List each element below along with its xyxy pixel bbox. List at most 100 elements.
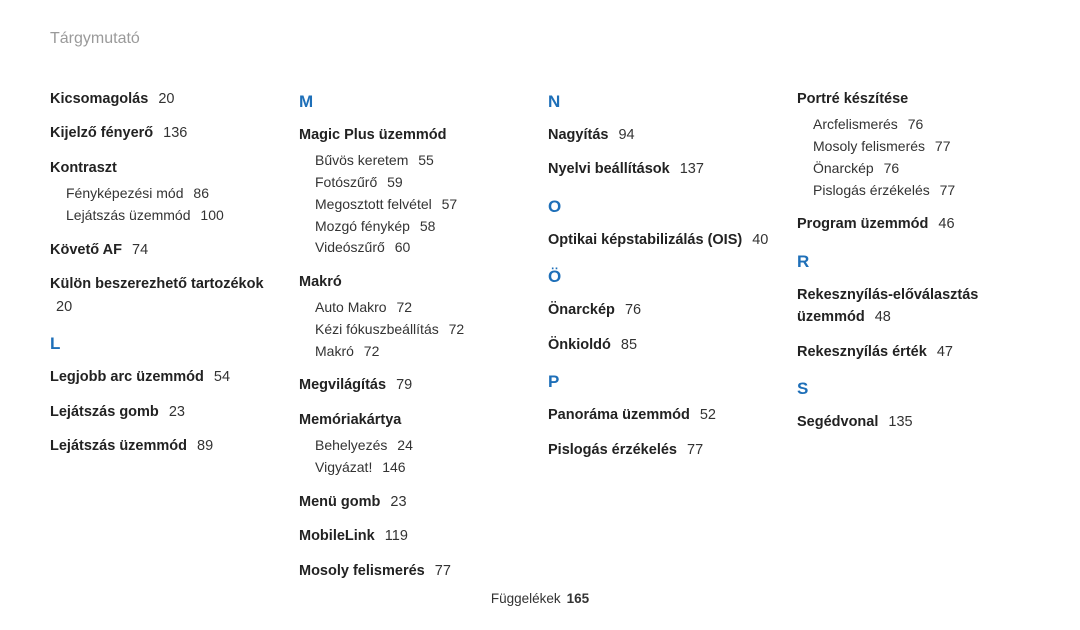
entry-label: Külön beszerezhető tartozékok bbox=[50, 276, 264, 292]
entry-page[interactable]: 46 bbox=[938, 216, 954, 232]
index-entry: Program üzemmód 46 bbox=[797, 213, 1022, 235]
sub-entry: Kézi fókuszbeállítás 72 bbox=[315, 319, 524, 341]
entry-label: Lejátszás üzemmód bbox=[50, 438, 187, 454]
sub-page[interactable]: 58 bbox=[420, 218, 436, 234]
index-entry: Kicsomagolás 20 bbox=[50, 88, 275, 110]
entry-page[interactable]: 52 bbox=[700, 407, 716, 423]
sub-entry: Pislogás érzékelés 77 bbox=[813, 180, 1022, 202]
index-entry: Nagyítás 94 bbox=[548, 124, 773, 146]
entry-label: Önkioldó bbox=[548, 337, 611, 353]
sub-page[interactable]: 86 bbox=[193, 185, 209, 201]
sub-page[interactable]: 76 bbox=[908, 116, 924, 132]
sub-page[interactable]: 24 bbox=[397, 437, 413, 453]
entry-page[interactable]: 94 bbox=[618, 127, 634, 143]
entry-label: MobileLink bbox=[299, 528, 375, 544]
entry-label: Nagyítás bbox=[548, 127, 608, 143]
entry-label: Portré készítése bbox=[797, 91, 908, 107]
sub-page[interactable]: 59 bbox=[387, 174, 403, 190]
page-title: Tárgymutató bbox=[50, 30, 1030, 48]
sub-page[interactable]: 72 bbox=[364, 343, 380, 359]
sub-entry: Fotószűrő 59 bbox=[315, 172, 524, 194]
entry-page[interactable]: 20 bbox=[158, 91, 174, 107]
entry-page[interactable]: 48 bbox=[875, 309, 891, 325]
index-entry: Rekesznyílás-előválasztás üzemmód 48 bbox=[797, 284, 1022, 329]
index-entry: Segédvonal 135 bbox=[797, 411, 1022, 433]
sub-page[interactable]: 72 bbox=[396, 299, 412, 315]
sub-entry: Behelyezés 24 bbox=[315, 435, 524, 457]
entry-label: Rekesznyílás érték bbox=[797, 344, 927, 360]
entry-label: Kijelző fényerő bbox=[50, 125, 153, 141]
entry-label: Kontraszt bbox=[50, 160, 117, 176]
sub-page[interactable]: 76 bbox=[884, 160, 900, 176]
sub-page[interactable]: 77 bbox=[940, 182, 956, 198]
sub-entry: Mozgó fénykép 58 bbox=[315, 216, 524, 238]
sub-label: Mozgó fénykép bbox=[315, 218, 410, 234]
sub-page[interactable]: 57 bbox=[442, 196, 458, 212]
sub-entry: Mosoly felismerés 77 bbox=[813, 136, 1022, 158]
sub-entry: Önarckép 76 bbox=[813, 158, 1022, 180]
entry-page[interactable]: 54 bbox=[214, 369, 230, 385]
index-entry: Önkioldó 85 bbox=[548, 334, 773, 356]
index-entry: Kontraszt bbox=[50, 157, 275, 179]
index-entry: Memóriakártya bbox=[299, 409, 524, 431]
columns: Kicsomagolás 20 Kijelző fényerő 136 Kontra… bbox=[50, 76, 1030, 582]
entry-page[interactable]: 119 bbox=[385, 528, 408, 544]
entry-page[interactable]: 77 bbox=[435, 563, 451, 579]
entry-page[interactable]: 74 bbox=[132, 242, 148, 258]
sub-page[interactable]: 146 bbox=[382, 459, 405, 475]
sub-page[interactable]: 72 bbox=[449, 321, 465, 337]
sub-page[interactable]: 60 bbox=[395, 239, 411, 255]
sub-entry: Bűvös keretem 55 bbox=[315, 150, 524, 172]
footer-label: Függelékek bbox=[491, 591, 561, 606]
sub-label: Behelyezés bbox=[315, 437, 387, 453]
entry-label: Menü gomb bbox=[299, 494, 380, 510]
sub-entry: Fényképezési mód 86 bbox=[66, 183, 275, 205]
index-entry: Portré készítése bbox=[797, 88, 1022, 110]
letter-heading: Ö bbox=[548, 267, 773, 287]
entry-page[interactable]: 137 bbox=[680, 161, 704, 177]
entry-label: Panoráma üzemmód bbox=[548, 407, 690, 423]
entry-page[interactable]: 85 bbox=[621, 337, 637, 353]
sub-label: Fotószűrő bbox=[315, 174, 377, 190]
entry-label: Pislogás érzékelés bbox=[548, 442, 677, 458]
index-entry: Optikai képstabilizálás (OIS) 40 bbox=[548, 229, 773, 251]
sub-label: Bűvös keretem bbox=[315, 152, 408, 168]
entry-page[interactable]: 23 bbox=[390, 494, 406, 510]
sub-label: Pislogás érzékelés bbox=[813, 182, 930, 198]
sub-label: Fényképezési mód bbox=[66, 185, 184, 201]
index-entry: Makró bbox=[299, 271, 524, 293]
entry-page[interactable]: 89 bbox=[197, 438, 213, 454]
entry-page[interactable]: 77 bbox=[687, 442, 703, 458]
entry-page[interactable]: 79 bbox=[396, 377, 412, 393]
index-entry: Külön beszerezhető tartozékok 20 bbox=[50, 273, 275, 318]
entry-page[interactable]: 20 bbox=[56, 299, 72, 315]
entry-label: Makró bbox=[299, 274, 342, 290]
index-entry: Pislogás érzékelés 77 bbox=[548, 439, 773, 461]
sub-entry: Makró 72 bbox=[315, 341, 524, 363]
sub-page[interactable]: 100 bbox=[200, 207, 223, 223]
entry-page[interactable]: 23 bbox=[169, 404, 185, 420]
index-entry: Magic Plus üzemmód bbox=[299, 124, 524, 146]
entry-page[interactable]: 135 bbox=[888, 414, 912, 430]
sub-page[interactable]: 77 bbox=[935, 138, 951, 154]
column: Kicsomagolás 20 Kijelző fényerő 136 Kontra… bbox=[50, 76, 283, 582]
sub-label: Vigyázat! bbox=[315, 459, 372, 475]
entry-label: Megvilágítás bbox=[299, 377, 386, 393]
index-entry: Lejátszás gomb 23 bbox=[50, 401, 275, 423]
entry-label: Optikai képstabilizálás (OIS) bbox=[548, 232, 742, 248]
entry-page[interactable]: 76 bbox=[625, 302, 641, 318]
column: NNagyítás 94Nyelvi beállítások 137OOptik… bbox=[548, 76, 781, 582]
entry-page[interactable]: 136 bbox=[163, 125, 187, 141]
sub-page[interactable]: 55 bbox=[418, 152, 434, 168]
sub-label: Megosztott felvétel bbox=[315, 196, 432, 212]
sub-label: Videószűrő bbox=[315, 239, 385, 255]
footer-page: 165 bbox=[567, 591, 590, 606]
sub-label: Lejátszás üzemmód bbox=[66, 207, 191, 223]
entry-page[interactable]: 47 bbox=[937, 344, 953, 360]
index-entry: Önarckép 76 bbox=[548, 299, 773, 321]
entry-page[interactable]: 40 bbox=[752, 232, 768, 248]
index-entry: MobileLink 119 bbox=[299, 525, 524, 547]
index-entry: Legjobb arc üzemmód 54 bbox=[50, 366, 275, 388]
sub-entry: Megosztott felvétel 57 bbox=[315, 194, 524, 216]
letter-heading: S bbox=[797, 379, 1022, 399]
